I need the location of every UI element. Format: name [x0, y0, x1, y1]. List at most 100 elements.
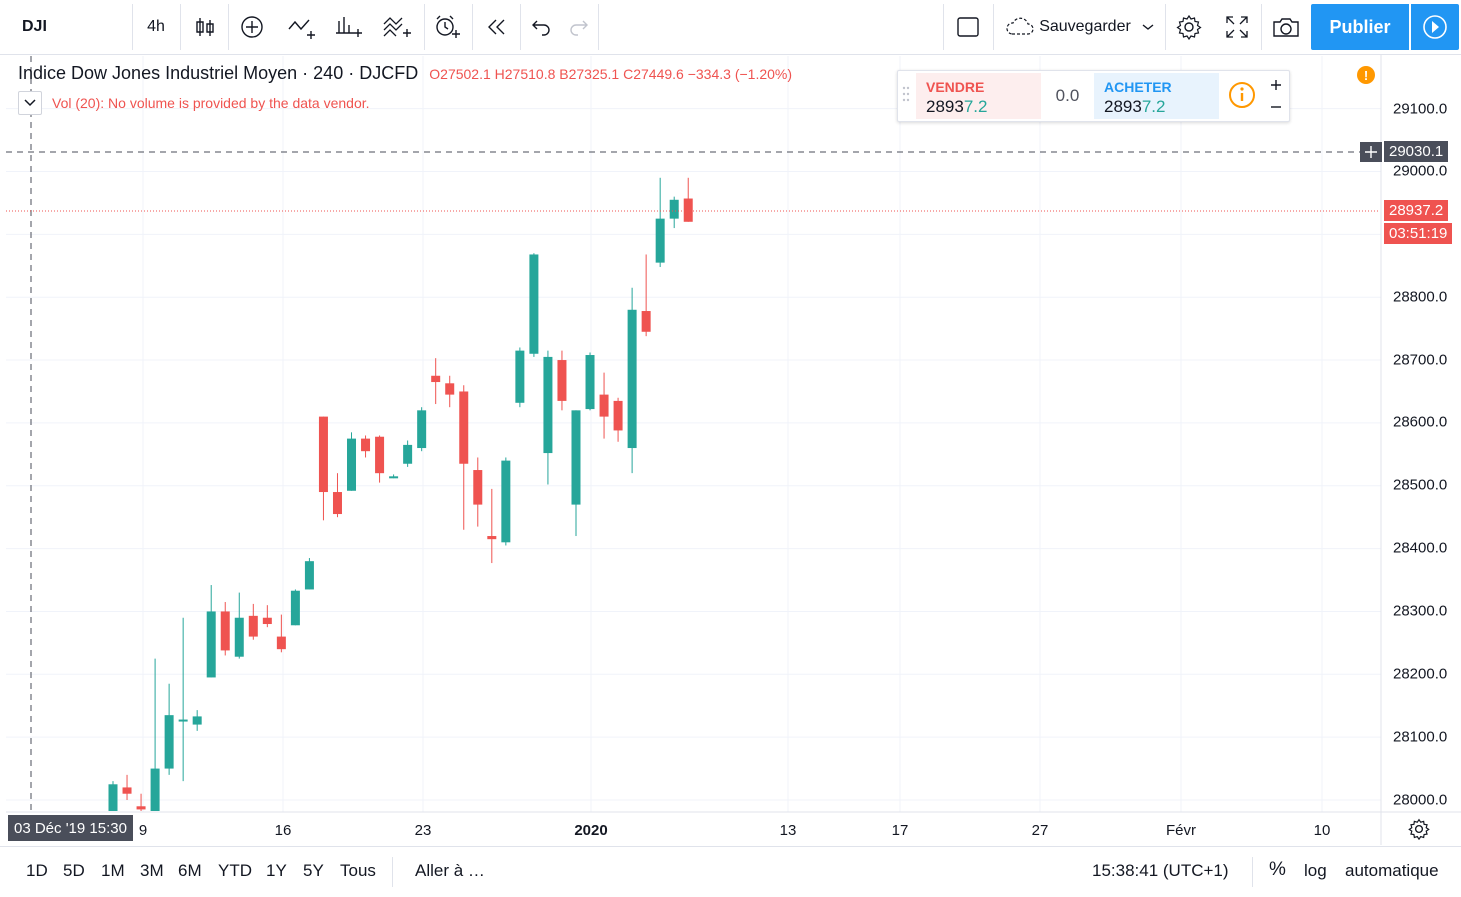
time-label: 13: [779, 822, 797, 839]
candle-up: [655, 218, 665, 263]
toolbar-divider: [1261, 4, 1262, 50]
price-chart[interactable]: !: [0, 55, 1461, 845]
close-value: C27449.6: [623, 66, 684, 82]
add-indicator-icon[interactable]: [232, 6, 272, 48]
save-button[interactable]: Sauvegarder: [997, 6, 1163, 48]
range-6m-button[interactable]: 6M: [178, 861, 202, 880]
quantity-decrease-button[interactable]: [1266, 97, 1286, 117]
toolbar-divider: [943, 4, 944, 50]
candle-down: [459, 391, 469, 464]
volume-message: Vol (20): No volume is provided by the d…: [52, 95, 370, 111]
candle-down: [122, 787, 132, 794]
axis-settings-gear-icon[interactable]: [1408, 818, 1432, 842]
range-5y-button[interactable]: 5Y: [303, 861, 324, 880]
toolbar-divider: [520, 4, 521, 50]
publish-button[interactable]: Publier: [1311, 4, 1409, 50]
layout-icon[interactable]: [947, 6, 989, 48]
toolbar-divider: [228, 4, 229, 50]
candle-up: [192, 716, 202, 725]
buy-label: ACHETER: [1104, 79, 1172, 95]
chevron-down-icon: [24, 99, 36, 107]
info-icon[interactable]: [1228, 81, 1256, 109]
drag-handle-icon[interactable]: [902, 85, 910, 107]
candle-down: [557, 360, 567, 401]
warning-icon[interactable]: [1357, 66, 1375, 84]
candle-up: [669, 199, 679, 219]
collapse-legend-button[interactable]: [18, 91, 42, 115]
candle-down: [332, 492, 342, 515]
percent-scale-toggle[interactable]: %: [1269, 859, 1286, 880]
clock-timezone[interactable]: 15:38:41 (UTC+1): [1092, 861, 1229, 880]
candle-down: [276, 636, 286, 650]
candle-down: [473, 470, 483, 505]
toolbar-divider: [180, 4, 181, 50]
price-label: 28100.0: [1393, 728, 1448, 746]
toolbar-divider: [598, 4, 599, 50]
instrument-title[interactable]: Indice Dow Jones Industriel Moyen: [18, 63, 298, 83]
range-5d-button[interactable]: 5D: [63, 861, 85, 880]
candle-up: [108, 784, 118, 811]
symbol-search-button[interactable]: DJI: [22, 18, 47, 35]
candle-up: [290, 590, 300, 626]
toolbar-divider: [132, 4, 133, 50]
chart-grid: [6, 56, 1381, 812]
range-1y-button[interactable]: 1Y: [266, 861, 287, 880]
candle-up: [627, 309, 637, 449]
candle-up: [515, 350, 525, 403]
templates-icon[interactable]: [376, 6, 420, 48]
candle-up: [529, 254, 539, 354]
candle-down: [599, 394, 609, 417]
buy-button[interactable]: ACHETER 28937.2: [1094, 73, 1219, 119]
play-icon: [1423, 15, 1447, 39]
crosshair-time-tag: 03 Déc '19 15:30: [8, 815, 133, 841]
legend-dot: ·: [348, 63, 355, 83]
cloud-icon: [1006, 17, 1034, 35]
spread-value: 0.0: [1055, 86, 1080, 105]
log-scale-toggle[interactable]: log: [1304, 861, 1327, 880]
top-toolbar: DJI 4h Sauvegarder: [0, 0, 1461, 55]
candles-style-icon[interactable]: [184, 6, 226, 48]
settings-gear-icon[interactable]: [1169, 6, 1209, 48]
candles-layer: [108, 177, 693, 811]
data-source: DJCFD: [359, 63, 419, 83]
interval-button[interactable]: 4h: [147, 18, 165, 35]
fullscreen-icon[interactable]: [1215, 6, 1259, 48]
alert-icon[interactable]: [428, 6, 468, 48]
candle-up: [164, 715, 174, 769]
range-1m-button[interactable]: 1M: [101, 861, 125, 880]
undo-icon[interactable]: [524, 6, 560, 48]
goto-date-button[interactable]: Aller à …: [415, 861, 485, 880]
trading-panel: VENDRE 28937.2 0.0 ACHETER 28937.2: [897, 70, 1290, 122]
compare-icon[interactable]: [280, 6, 324, 48]
candle-down: [613, 400, 623, 431]
time-label: 10: [1313, 822, 1331, 839]
candle-up: [501, 460, 511, 543]
buy-price: 28937.2: [1104, 97, 1166, 116]
candle-down: [220, 611, 230, 651]
time-label: 23: [414, 822, 432, 839]
candle-up: [389, 476, 399, 479]
range-all-button[interactable]: Tous: [340, 861, 376, 880]
toolbar-divider: [1252, 857, 1253, 887]
range-3m-button[interactable]: 3M: [140, 861, 164, 880]
financials-icon[interactable]: [328, 6, 372, 48]
toolbar-divider: [472, 4, 473, 50]
replay-icon[interactable]: [476, 6, 518, 48]
price-label: 28300.0: [1393, 602, 1448, 620]
snapshot-camera-icon[interactable]: [1265, 6, 1307, 48]
save-label: Sauvegarder: [1039, 18, 1131, 35]
bottom-toolbar: 1D 5D 1M 3M 6M YTD 1Y 5Y Tous Aller à … …: [0, 846, 1461, 897]
low-value: B27325.1: [559, 66, 620, 82]
candle-up: [178, 719, 188, 722]
range-1d-button[interactable]: 1D: [26, 861, 48, 880]
auto-scale-toggle[interactable]: automatique: [1345, 861, 1439, 880]
play-button[interactable]: [1411, 4, 1459, 50]
volume-legend: Vol (20): No volume is provided by the d…: [18, 90, 370, 116]
quantity-increase-button[interactable]: [1266, 75, 1286, 95]
last-price-tag: 28937.2: [1384, 200, 1449, 221]
sell-button[interactable]: VENDRE 28937.2: [916, 73, 1041, 119]
price-label: 28700.0: [1393, 351, 1448, 369]
candle-up: [234, 617, 244, 657]
redo-icon[interactable]: [562, 6, 594, 48]
range-ytd-button[interactable]: YTD: [218, 861, 252, 880]
